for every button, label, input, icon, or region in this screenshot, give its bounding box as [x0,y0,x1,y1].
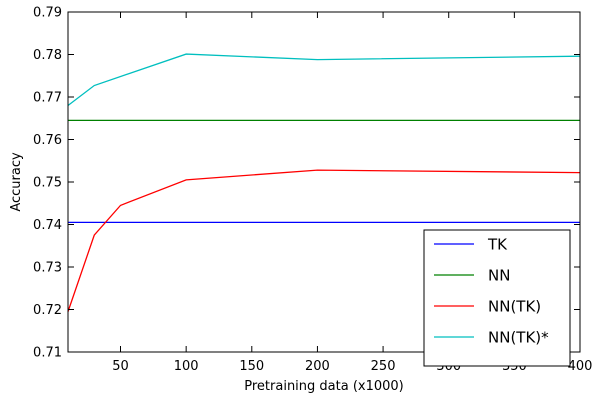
legend-label: TK [487,236,508,254]
y-tick-label: 0.78 [33,48,62,63]
y-tick-label: 0.75 [33,176,62,191]
y-tick-label: 0.76 [33,133,62,148]
y-tick-label: 0.79 [33,6,62,21]
x-tick-label: 150 [239,359,264,374]
y-tick-label: 0.73 [33,261,62,276]
series-lines [67,53,581,312]
y-axis-label: Accuracy [9,152,24,212]
series-line-3 [67,53,581,107]
legend-label: NN(TK) [488,298,541,316]
axis-tick-labels: 501001502002503003504000.710.720.730.740… [33,6,592,375]
x-tick-label: 50 [112,359,129,374]
y-tick-label: 0.74 [33,218,62,233]
x-axis-label: Pretraining data (x1000) [244,379,404,394]
x-tick-label: 250 [371,359,396,374]
legend: TK NN NN(TK) NN(TK)* [423,229,571,367]
y-tick-label: 0.72 [33,303,62,318]
x-tick-label: 200 [305,359,330,374]
y-tick-label: 0.71 [33,346,62,361]
legend-label: NN [488,267,510,285]
series-line-2 [67,169,581,312]
legend-box [423,229,571,367]
y-tick-label: 0.77 [33,91,62,106]
x-tick-label: 400 [568,359,593,374]
legend-label: NN(TK)* [488,329,549,347]
x-tick-label: 100 [174,359,199,374]
